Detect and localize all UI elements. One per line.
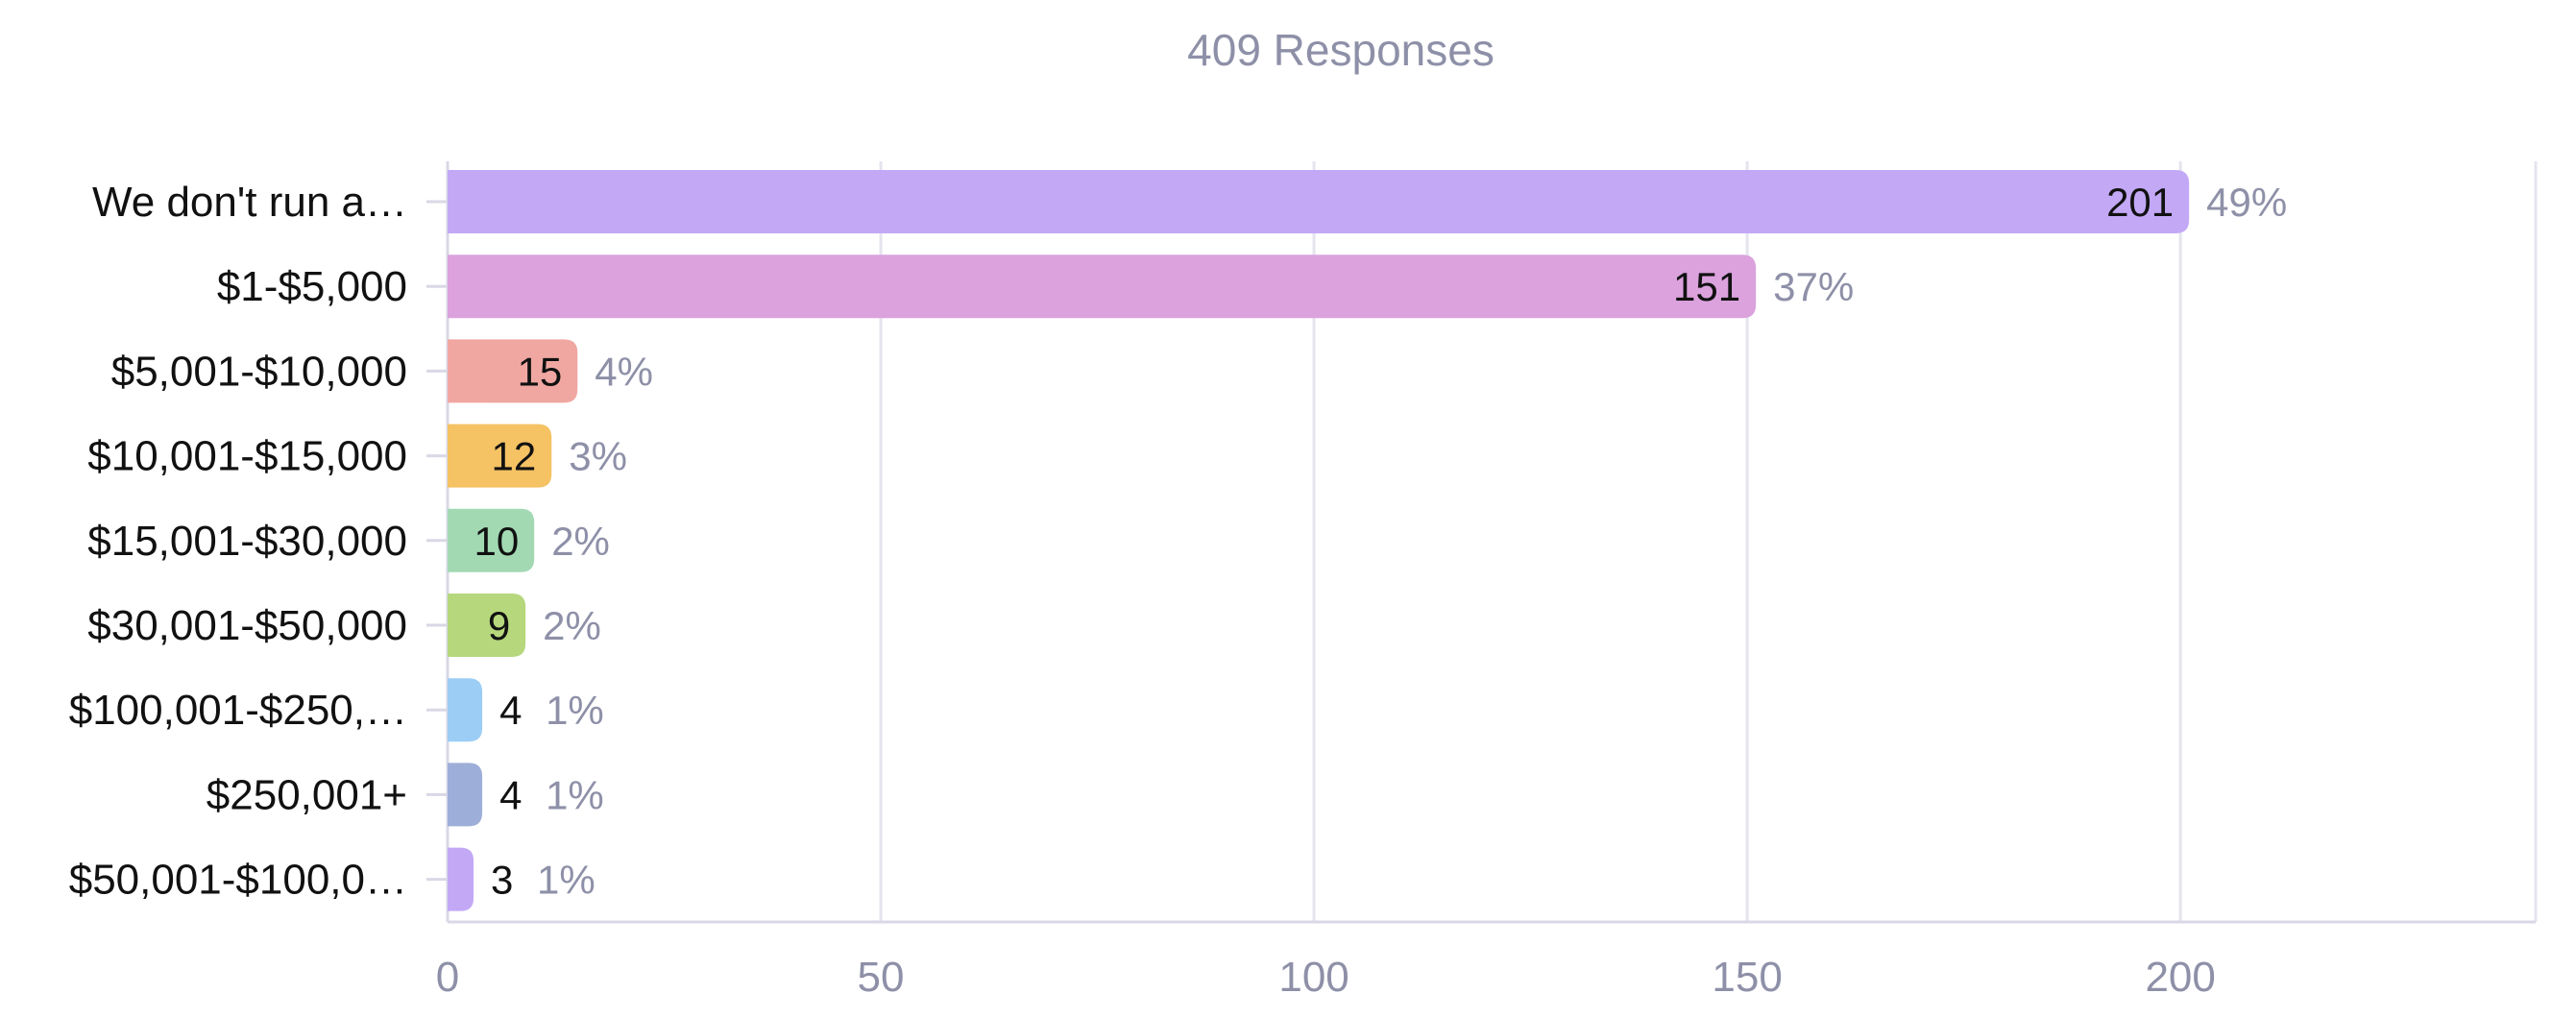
bars: 201 49% 151 37% 15 4% 12 3% 10 2% 9 2% 4 1% 4 1% 3 1% — [448, 170, 2287, 911]
value-label: 201 — [2106, 180, 2174, 225]
value-label: 4 — [499, 688, 522, 733]
x-tick-labels: 0 50 100 150 200 — [436, 954, 2216, 1001]
percent-label: 1% — [537, 858, 595, 903]
category-label: $100,001-$250,… — [69, 687, 407, 734]
x-tick-label: 100 — [1278, 954, 1349, 1001]
value-label: 10 — [474, 519, 519, 564]
value-label: 12 — [492, 434, 537, 479]
bar — [448, 847, 474, 911]
category-label: $250,001+ — [207, 771, 407, 818]
chart-title: 409 Responses — [1187, 25, 1495, 75]
bar — [448, 170, 2190, 233]
value-label: 4 — [499, 772, 522, 817]
bar — [448, 508, 535, 572]
bar — [448, 254, 1757, 319]
percent-label: 37% — [1773, 264, 1854, 309]
bar — [448, 339, 578, 403]
category-label: We don't run a… — [92, 179, 407, 226]
category-label: $15,001-$30,000 — [87, 518, 407, 565]
category-label: $5,001-$10,000 — [111, 348, 407, 395]
value-label: 3 — [491, 858, 513, 903]
value-label: 9 — [488, 603, 510, 648]
category-label: $50,001-$100,0… — [69, 857, 407, 904]
bar — [448, 763, 483, 827]
percent-label: 1% — [546, 688, 604, 733]
value-label: 151 — [1673, 264, 1740, 309]
x-tick-label: 150 — [1712, 954, 1782, 1001]
category-label: $1-$5,000 — [217, 263, 407, 310]
category-label: $30,001-$50,000 — [87, 602, 407, 649]
category-label: $10,001-$15,000 — [87, 433, 407, 480]
x-tick-label: 50 — [858, 954, 905, 1001]
bar — [448, 424, 552, 488]
category-labels: We don't run a… $1-$5,000 $5,001-$10,000 $1… — [69, 179, 407, 904]
percent-label: 49% — [2206, 180, 2287, 225]
x-tick-label: 200 — [2145, 954, 2215, 1001]
value-label: 15 — [518, 349, 563, 394]
percent-label: 1% — [546, 772, 604, 817]
bar — [448, 594, 526, 657]
percent-label: 2% — [543, 603, 601, 648]
bar — [448, 678, 483, 742]
percent-label: 4% — [595, 349, 653, 394]
percent-label: 3% — [569, 434, 627, 479]
percent-label: 2% — [551, 519, 610, 564]
x-tick-label: 0 — [436, 954, 459, 1001]
